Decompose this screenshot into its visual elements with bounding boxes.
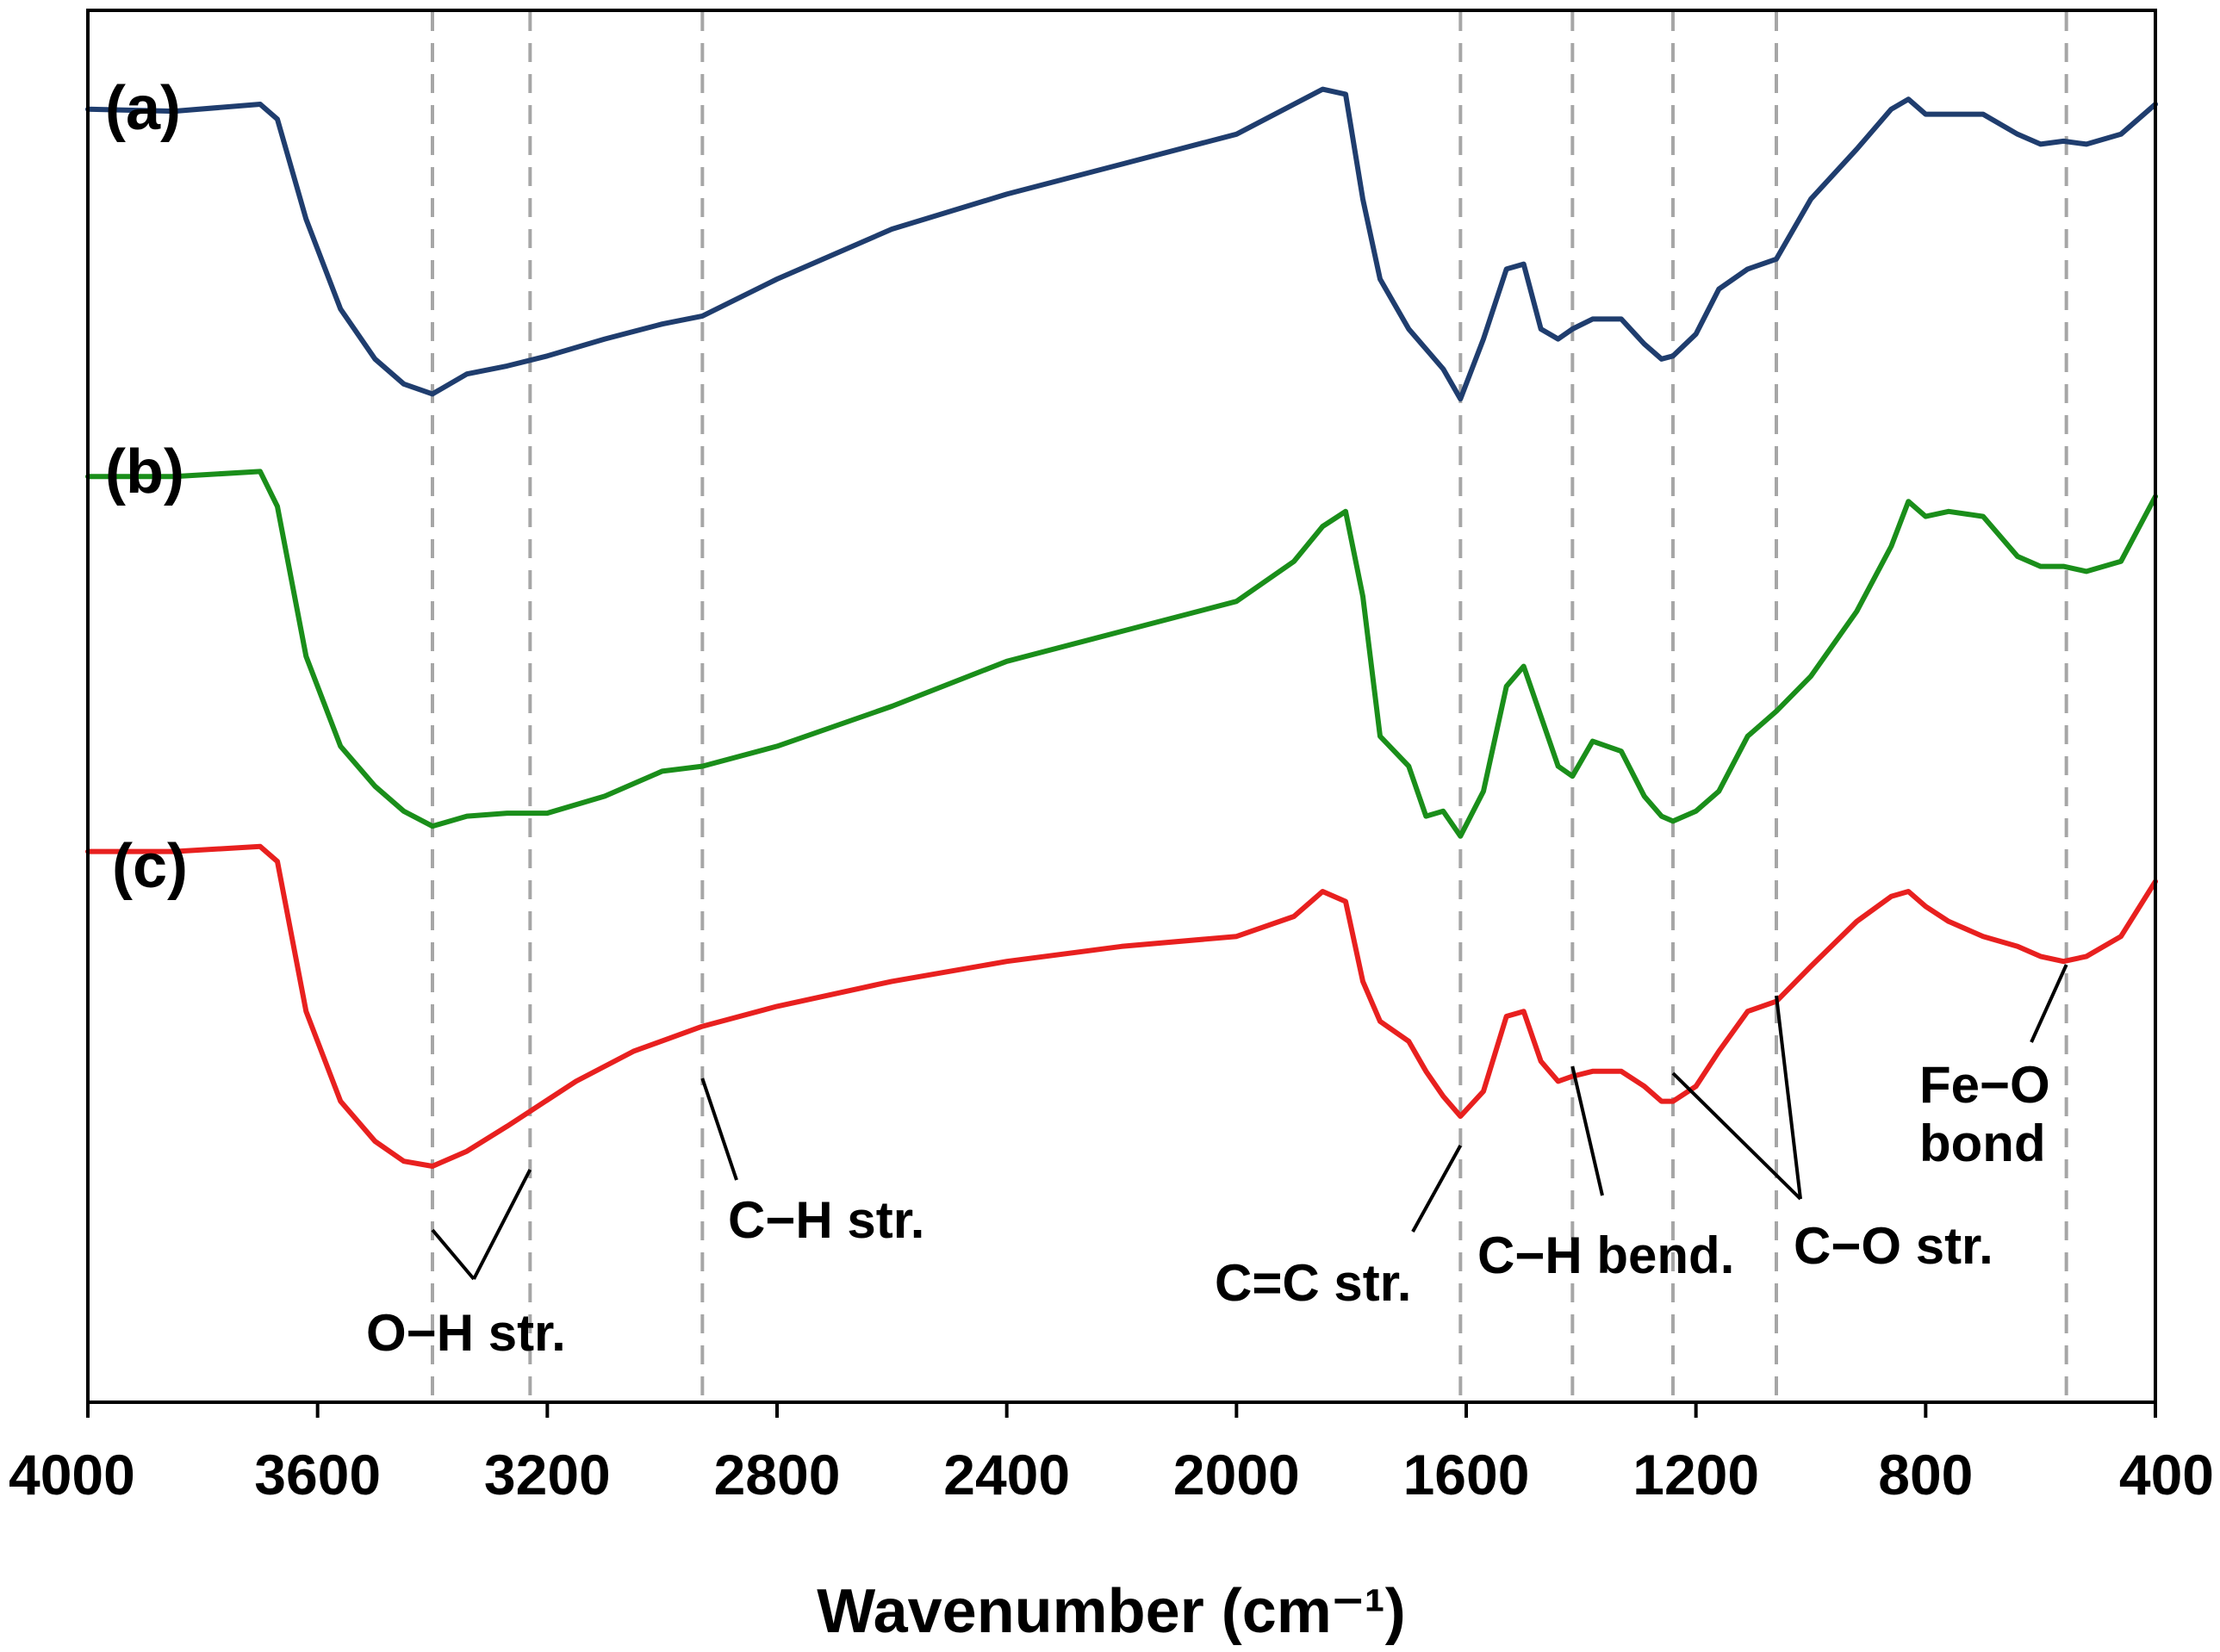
annotation-ch-stretch: C−H str. <box>728 1191 924 1249</box>
panel-label-b: (b) <box>105 438 184 506</box>
annotation-oh-stretch: O−H str. <box>366 1304 566 1362</box>
reference-lines <box>431 12 2068 1400</box>
x-tick-label-1200: 1200 <box>1632 1443 1759 1506</box>
x-tick-label-400: 400 <box>2119 1443 2214 1506</box>
x-axis-title: Wavenumber (cm⁻¹) <box>817 1577 1405 1646</box>
annotation-leader-1-0 <box>700 1078 738 1181</box>
spectrum-line-b <box>85 469 2158 839</box>
x-tick-label-2800: 2800 <box>714 1443 841 1506</box>
panel-label-a: (a) <box>105 74 181 143</box>
annotation-leader-0-1 <box>472 1169 532 1280</box>
panel-label-c: (c) <box>112 832 188 901</box>
annotation-leader-5-0 <box>2030 964 2068 1043</box>
annotation-feo-line1: Fe−O <box>1919 1056 2050 1114</box>
annotation-leader-4-0 <box>1671 1071 1802 1201</box>
annotation-cc-stretch: C=C str. <box>1215 1254 1411 1312</box>
annotation-leader-4-1 <box>1775 995 1802 1200</box>
spectra <box>85 86 2158 1169</box>
x-tick-label-2000: 2000 <box>1173 1443 1300 1506</box>
x-tick-label-3600: 3600 <box>254 1443 381 1506</box>
spectrum-line-a <box>85 86 2158 402</box>
x-tick-label-2400: 2400 <box>943 1443 1070 1506</box>
annotation-co-stretch: C−O str. <box>1794 1217 1993 1275</box>
annotation-leader-2-0 <box>1411 1145 1463 1233</box>
x-tick-label-4000: 4000 <box>9 1443 135 1506</box>
annotation-ch-bend: C−H bend. <box>1477 1227 1734 1284</box>
annotation-leaders <box>431 964 2068 1281</box>
plot-frame <box>86 9 2157 1404</box>
annotation-feo-line2: bond <box>1919 1115 2046 1172</box>
annotation-leader-3-0 <box>1570 1065 1604 1196</box>
x-tick-label-800: 800 <box>1878 1443 1973 1506</box>
x-tick-label-3200: 3200 <box>484 1443 611 1506</box>
spectrum-line-c <box>85 843 2158 1169</box>
x-axis: 4000 3600 3200 2800 2400 2000 1600 1200 800 400 <box>9 1402 2214 1506</box>
annotation-leader-0-0 <box>431 1228 476 1281</box>
x-tick-label-1600: 1600 <box>1403 1443 1530 1506</box>
